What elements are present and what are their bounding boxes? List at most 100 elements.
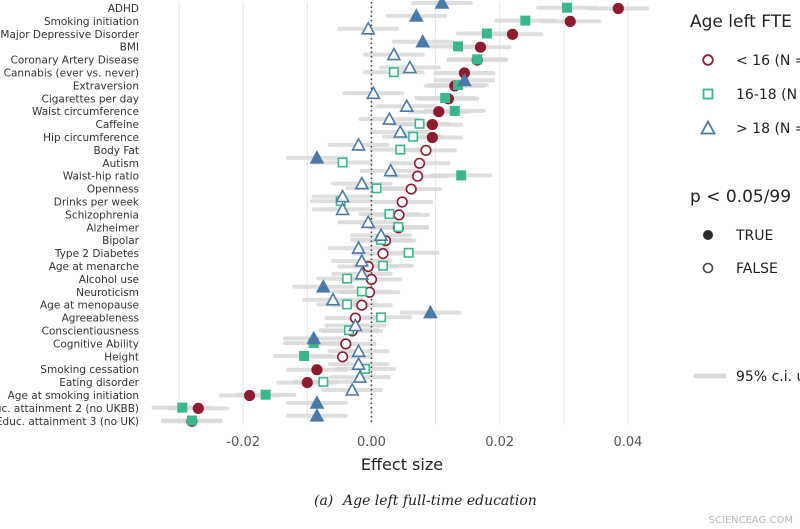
trait-label: Body Fat — [94, 145, 139, 157]
point-square — [403, 247, 414, 258]
x-tick-label: 0.02 — [485, 435, 514, 450]
legend-triangle-marker — [699, 119, 717, 135]
legend: Age left FTE < 16 (N = 16-18 (N = > 18 (N … — [690, 12, 800, 385]
point-triangle — [354, 175, 370, 190]
legend-group-entries: < 16 (N = 16-18 (N = > 18 (N = — [699, 53, 800, 137]
trait-label: Waist circumference — [32, 106, 139, 118]
trait-label: Caffeine — [96, 119, 140, 131]
point-circle — [612, 2, 624, 15]
point-triangle — [423, 304, 438, 319]
point-square — [337, 157, 348, 168]
point-circle — [377, 248, 389, 260]
point-triangle — [348, 317, 363, 332]
trait-label: Educ. attainment 3 (no UK) — [0, 416, 139, 428]
point-circle — [426, 131, 438, 144]
point-square — [449, 105, 460, 116]
trait-label: ADHD — [108, 3, 139, 15]
point-square — [371, 183, 382, 194]
caption-text: Age left full-time education — [341, 493, 537, 509]
trait-label: Eating disorder — [59, 377, 139, 389]
trait-label: Cannabis (ever vs. never) — [4, 68, 139, 80]
point-circle — [420, 144, 432, 156]
point-square — [356, 286, 367, 297]
trait-label: Alzheimer — [86, 222, 139, 234]
legend-group-label: < 16 (N = — [736, 53, 800, 69]
point-circle — [433, 106, 445, 118]
legend-sig-title: p < 0.05/99 — [690, 187, 791, 207]
point-circle — [474, 41, 487, 53]
point-triangle — [399, 98, 415, 112]
point-triangle — [309, 408, 325, 422]
point-triangle — [309, 150, 325, 164]
point-square — [376, 312, 387, 323]
trait-label: Waist-hip ratio — [63, 171, 139, 183]
point-circle — [412, 170, 424, 182]
trait-label: Major Depressive Disorder — [0, 29, 139, 41]
trait-label: Schizophrenia — [65, 209, 139, 221]
point-circle — [393, 209, 405, 221]
point-circle — [506, 28, 519, 40]
point-square — [472, 54, 483, 65]
point-square — [562, 2, 573, 13]
legend-circle-marker — [702, 54, 714, 66]
point-triangle — [366, 85, 381, 100]
watermark: SCIENCEAG.COM — [709, 515, 793, 526]
trait-label: Educ. attainment 2 (no UKBB) — [0, 403, 139, 415]
point-markers — [177, 0, 624, 427]
trait-label: BMI — [120, 42, 139, 54]
point-triangle — [360, 214, 376, 229]
trait-label: Type 2 Diabetes — [54, 248, 139, 260]
point-square — [318, 376, 329, 387]
point-square — [395, 144, 406, 155]
legend-sig-false-label: FALSE — [736, 261, 778, 277]
point-circle — [244, 389, 256, 402]
x-axis-title: Effect size — [361, 455, 443, 474]
point-circle — [311, 364, 323, 376]
point-triangle — [354, 266, 370, 280]
point-square — [299, 350, 310, 361]
point-triangle — [344, 382, 360, 396]
point-circle — [340, 338, 352, 350]
trait-label: Cigarettes per day — [42, 93, 140, 105]
point-circle — [564, 15, 576, 27]
legend-sig-true-marker — [703, 230, 713, 240]
trait-label: Hip circumference — [43, 132, 139, 144]
legend-ci-label: 95% c.i. ur — [736, 369, 800, 385]
point-square — [440, 93, 451, 104]
point-circle — [192, 402, 204, 415]
point-square — [453, 41, 464, 52]
legend-group-title: Age left FTE — [690, 12, 792, 32]
legend-square-marker — [702, 88, 714, 100]
point-triangle — [386, 46, 402, 61]
point-triangle — [325, 292, 341, 306]
point-square — [456, 170, 467, 181]
point-square — [414, 118, 425, 129]
trait-label: Autism — [102, 158, 139, 170]
figure-caption: (a) Age left full-time education — [314, 493, 537, 509]
trait-label: Age at menarche — [49, 261, 139, 273]
point-square — [186, 415, 197, 426]
point-triangle — [434, 0, 450, 9]
point-square — [520, 15, 531, 26]
point-triangle — [373, 227, 389, 241]
trait-label: Age at smoking initiation — [8, 390, 139, 402]
point-circle — [396, 196, 408, 208]
point-triangle — [335, 201, 350, 216]
point-circle — [413, 157, 426, 169]
point-triangle — [315, 279, 331, 293]
point-square — [177, 402, 188, 413]
trait-label: Height — [104, 351, 139, 363]
point-triangle — [382, 111, 397, 125]
point-triangle — [383, 163, 399, 177]
x-tick-label: 0.04 — [613, 435, 642, 450]
point-triangle — [415, 34, 431, 48]
trait-label: Neuroticism — [76, 287, 139, 299]
trait-label: Bipolar — [102, 235, 140, 247]
legend-group-label: 16-18 (N = — [736, 87, 800, 103]
point-circle — [426, 118, 438, 131]
point-triangle — [457, 72, 472, 87]
x-tick-label: 0.00 — [357, 435, 386, 450]
point-square — [388, 67, 399, 78]
point-circle — [405, 183, 417, 195]
